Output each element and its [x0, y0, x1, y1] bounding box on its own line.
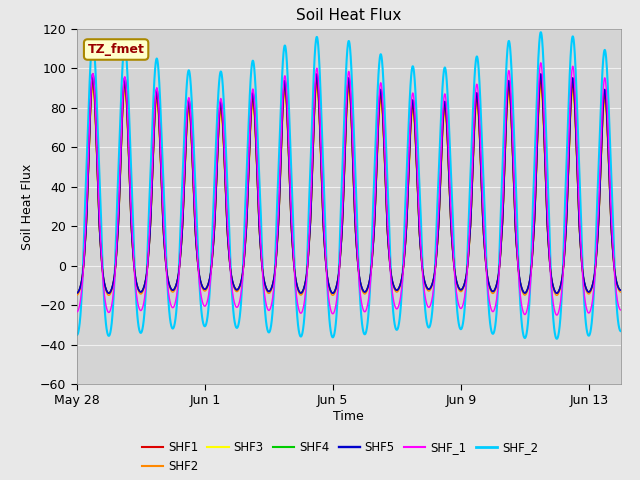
SHF3 — [73, 290, 81, 296]
SHF_2 — [190, 155, 198, 160]
SHF_1 — [502, 124, 509, 130]
SHF1 — [73, 290, 81, 296]
SHF5 — [237, 281, 244, 287]
SHF3 — [553, 290, 561, 296]
SHF1 — [184, 114, 191, 120]
SHF4 — [372, 184, 380, 190]
SHF3 — [372, 189, 380, 194]
SHF2 — [116, 191, 124, 197]
SHF3 — [237, 281, 244, 287]
SHF1 — [89, 77, 97, 83]
SHF_1 — [116, 182, 124, 188]
SHF4 — [237, 281, 244, 287]
SHF4 — [184, 112, 191, 118]
SHF_1 — [190, 193, 198, 199]
SHF_2 — [116, 138, 124, 144]
Line: SHF3: SHF3 — [77, 89, 621, 293]
SHF2 — [502, 139, 509, 145]
SHF4 — [617, 288, 625, 293]
SHF1 — [502, 136, 509, 142]
SHF_1 — [236, 296, 244, 301]
Line: SHF_2: SHF_2 — [77, 32, 621, 339]
SHF2 — [191, 212, 198, 217]
SHF1 — [553, 290, 561, 296]
SHF5 — [617, 288, 625, 293]
SHF_1 — [183, 108, 191, 114]
SHF4 — [553, 290, 561, 296]
SHF5 — [502, 132, 509, 138]
SHF3 — [116, 193, 124, 199]
SHF4 — [89, 75, 97, 81]
Legend: SHF1, SHF2, SHF3, SHF4, SHF5, SHF_1, SHF_2: SHF1, SHF2, SHF3, SHF4, SHF5, SHF_1, SHF… — [137, 436, 543, 478]
SHF2 — [372, 187, 380, 192]
SHF5 — [191, 209, 198, 215]
SHF1 — [116, 190, 124, 195]
SHF5 — [553, 290, 561, 296]
Title: Soil Heat Flux: Soil Heat Flux — [296, 9, 401, 24]
SHF_1 — [617, 307, 625, 313]
Line: SHF5: SHF5 — [77, 74, 621, 293]
Line: SHF2: SHF2 — [77, 84, 621, 295]
SHF3 — [617, 288, 625, 293]
SHF_1 — [372, 176, 380, 181]
Line: SHF1: SHF1 — [77, 80, 621, 293]
SHF4 — [502, 135, 509, 141]
SHF_2 — [73, 332, 81, 338]
Line: SHF_1: SHF_1 — [77, 63, 621, 315]
SHF_1 — [73, 309, 81, 315]
SHF5 — [184, 109, 191, 115]
SHF4 — [73, 290, 81, 296]
SHF2 — [73, 292, 81, 298]
SHF1 — [372, 185, 380, 191]
SHF1 — [237, 281, 244, 287]
SHF_2 — [617, 328, 625, 334]
SHF3 — [89, 86, 97, 92]
SHF2 — [89, 82, 97, 87]
SHF5 — [89, 71, 97, 77]
SHF_2 — [183, 78, 191, 84]
SHF_2 — [553, 336, 561, 342]
SHF2 — [617, 289, 625, 295]
SHF3 — [191, 213, 198, 219]
X-axis label: Time: Time — [333, 410, 364, 423]
SHF_2 — [236, 310, 244, 315]
SHF_2 — [537, 29, 545, 35]
SHF5 — [73, 290, 81, 296]
SHF4 — [116, 189, 124, 194]
SHF5 — [372, 182, 380, 188]
SHF1 — [617, 288, 625, 293]
SHF5 — [116, 187, 124, 192]
SHF1 — [191, 211, 198, 216]
SHF_2 — [372, 133, 380, 139]
SHF3 — [502, 142, 509, 148]
SHF_1 — [553, 312, 561, 318]
SHF2 — [184, 118, 191, 123]
Text: TZ_fmet: TZ_fmet — [88, 43, 145, 56]
Y-axis label: Soil Heat Flux: Soil Heat Flux — [22, 163, 35, 250]
SHF4 — [191, 210, 198, 216]
SHF2 — [237, 282, 244, 288]
SHF_1 — [537, 60, 545, 66]
SHF_2 — [502, 84, 509, 90]
SHF2 — [553, 292, 561, 298]
SHF3 — [184, 121, 191, 127]
Line: SHF4: SHF4 — [77, 78, 621, 293]
